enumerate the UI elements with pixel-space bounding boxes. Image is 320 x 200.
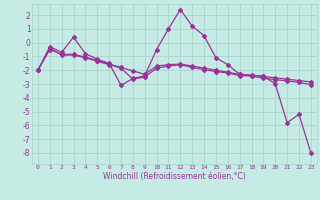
X-axis label: Windchill (Refroidissement éolien,°C): Windchill (Refroidissement éolien,°C) [103,172,246,181]
